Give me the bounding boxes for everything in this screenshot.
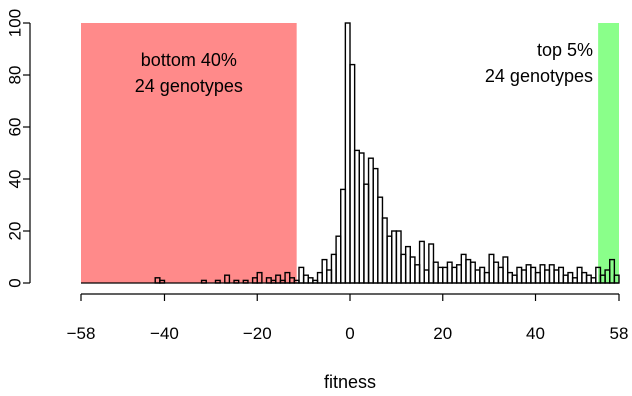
histogram-bar xyxy=(613,274,620,284)
region-label-top-line1: top 5% xyxy=(537,40,593,60)
histogram-bar xyxy=(418,240,425,284)
x-tick-label: −58 xyxy=(67,324,96,343)
y-tick-label: 40 xyxy=(5,170,24,189)
histogram-bar xyxy=(233,279,240,284)
y-tick-label: 80 xyxy=(5,66,24,85)
y-tick-label: 0 xyxy=(5,278,24,287)
y-tick-label: 100 xyxy=(5,9,24,37)
x-tick-label: 40 xyxy=(526,324,545,343)
histogram-bar xyxy=(502,256,509,284)
x-tick-label: −40 xyxy=(150,324,179,343)
histogram-bar xyxy=(256,271,263,284)
x-tick-label: 20 xyxy=(433,324,452,343)
histogram-bar xyxy=(159,279,166,284)
y-axis: 0 20 40 60 80 100 xyxy=(5,9,31,288)
x-tick-label: 0 xyxy=(345,324,354,343)
histogram-bar xyxy=(275,274,282,284)
histogram-bar xyxy=(200,279,207,284)
x-axis: −58 −40 −20 0 20 40 58 xyxy=(67,293,629,343)
highlight-region-1 xyxy=(81,23,297,283)
highlight-region-2 xyxy=(598,23,619,283)
x-tick-label: 58 xyxy=(610,324,629,343)
region-labels: bottom 40% 24 genotypes top 5% 24 genotypes xyxy=(135,40,593,96)
histogram-bars xyxy=(81,22,620,284)
histogram-bar xyxy=(214,279,221,284)
region-label-bottom-line2: 24 genotypes xyxy=(135,76,243,96)
histogram-bar xyxy=(224,274,231,284)
x-axis-label: fitness xyxy=(324,372,376,392)
y-tick-label: 20 xyxy=(5,222,24,241)
region-label-top-line2: 24 genotypes xyxy=(485,66,593,86)
y-tick-label: 60 xyxy=(5,118,24,137)
region-label-bottom-line1: bottom 40% xyxy=(141,50,237,70)
x-tick-label: −20 xyxy=(243,324,272,343)
highlight-regions xyxy=(81,23,619,283)
histogram-bar xyxy=(609,258,616,284)
histogram-bar xyxy=(242,279,249,284)
